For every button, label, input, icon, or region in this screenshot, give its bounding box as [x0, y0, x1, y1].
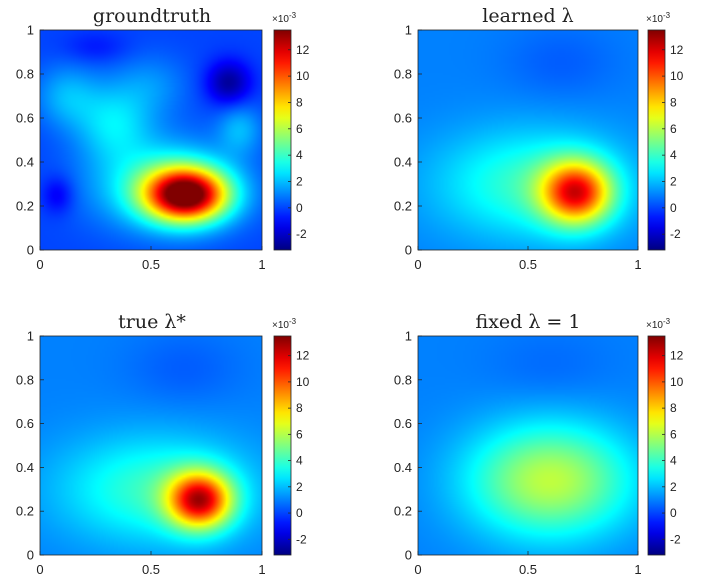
x-tick-label: 0.5 [142, 257, 160, 272]
x-tick-label: 0.5 [519, 562, 537, 577]
colorbar-tick-label: 12 [296, 43, 310, 57]
y-tick-label: 0.2 [394, 504, 412, 519]
x-tick-label: 1 [258, 257, 265, 272]
heatmap-image [40, 336, 262, 555]
y-tick-label: 1 [27, 23, 34, 38]
colorbar-tick-label: 2 [670, 480, 677, 494]
y-tick-label: 0.8 [16, 67, 34, 82]
colorbar [647, 335, 666, 556]
panel-title: true λ* [118, 311, 186, 333]
colorbar-tick-label: 0 [296, 506, 303, 520]
colorbar-tick-label: 12 [670, 349, 684, 363]
colorbar [273, 29, 292, 251]
heatmap-image [40, 30, 262, 250]
colorbar-tick-label: 8 [670, 401, 677, 415]
y-tick-label: 0.4 [16, 155, 34, 170]
colorbar-tick-label: 0 [670, 506, 677, 520]
y-tick-label: 1 [405, 329, 412, 344]
colorbar-tick-label: 10 [670, 69, 684, 83]
colorbar-tick-label: 4 [296, 454, 303, 468]
x-tick-label: 1 [634, 562, 641, 577]
y-tick-label: 0.6 [394, 111, 412, 126]
colorbar-tick-label: -2 [296, 227, 307, 241]
colorbar-tick-label: 0 [296, 201, 303, 215]
panel-title: groundtruth [93, 5, 211, 27]
colorbar-tick-label: 10 [670, 375, 684, 389]
colorbar-scale-label: ×10-3 [646, 317, 671, 331]
panel-title: fixed λ = 1 [476, 311, 581, 333]
colorbar-scale-label: ×10-3 [646, 11, 671, 25]
colorbar-tick-label: 12 [296, 349, 310, 363]
x-tick-label: 0 [36, 257, 43, 272]
heatmap-image [418, 336, 638, 555]
y-tick-label: 0.2 [394, 199, 412, 214]
y-tick-label: 0.4 [394, 155, 412, 170]
colorbar-tick-label: 8 [670, 95, 677, 109]
colorbar-tick-label: 12 [670, 43, 684, 57]
colorbar-tick-label: 2 [670, 174, 677, 188]
colorbar-tick-label: -2 [296, 532, 307, 546]
colorbar-tick-label: 6 [670, 427, 677, 441]
x-tick-label: 0.5 [519, 257, 537, 272]
x-tick-label: 0 [414, 562, 421, 577]
y-tick-label: 0.6 [16, 111, 34, 126]
x-tick-label: 1 [258, 562, 265, 577]
colorbar-tick-label: -2 [670, 532, 681, 546]
panel-3: true λ*0 0.5 100.20.40.60.81-2024681012×10… [16, 311, 310, 577]
heatmap-image [418, 30, 638, 250]
colorbar-tick-label: 6 [296, 122, 303, 136]
colorbar-tick-label: 0 [670, 201, 677, 215]
colorbar-scale-label: ×10-3 [272, 11, 297, 25]
colorbar-tick-label: 2 [296, 480, 303, 494]
y-tick-label: 0.2 [16, 504, 34, 519]
panel-4: fixed λ = 10 0.5 100.20.40.60.81-202468101… [394, 311, 684, 577]
colorbar-tick-label: 8 [296, 95, 303, 109]
y-tick-label: 0 [27, 548, 34, 563]
colorbar [273, 335, 292, 556]
colorbar-tick-label: 4 [296, 148, 303, 162]
x-tick-label: 0.5 [142, 562, 160, 577]
y-tick-label: 0.6 [394, 416, 412, 431]
colorbar-tick-label: 2 [296, 174, 303, 188]
colorbar-tick-label: -2 [670, 227, 681, 241]
y-tick-label: 0 [405, 243, 412, 258]
colorbar-tick-label: 4 [670, 148, 677, 162]
y-tick-label: 0.8 [394, 372, 412, 387]
colorbar-scale-label: ×10-3 [272, 317, 297, 331]
x-tick-label: 0 [414, 257, 421, 272]
panel-2: learned λ0 0.5 100.20.40.60.81-2024681012×… [394, 5, 684, 272]
x-tick-label: 0 [36, 562, 43, 577]
colorbar-tick-label: 10 [296, 69, 310, 83]
colorbar-tick-label: 6 [296, 427, 303, 441]
colorbar-tick-label: 10 [296, 375, 310, 389]
colorbar-tick-label: 6 [670, 122, 677, 136]
y-tick-label: 0.4 [394, 460, 412, 475]
colorbar-tick-label: 8 [296, 401, 303, 415]
y-tick-label: 0.2 [16, 199, 34, 214]
colorbar [647, 29, 666, 251]
colorbar-tick-label: 4 [670, 454, 677, 468]
y-tick-label: 0.6 [16, 416, 34, 431]
y-tick-label: 0.8 [394, 67, 412, 82]
x-tick-label: 1 [634, 257, 641, 272]
y-tick-label: 1 [27, 329, 34, 344]
panel-title: learned λ [482, 5, 573, 27]
y-tick-label: 0 [405, 548, 412, 563]
y-tick-label: 0.8 [16, 372, 34, 387]
y-tick-label: 0 [27, 243, 34, 258]
y-tick-label: 0.4 [16, 460, 34, 475]
y-tick-label: 1 [405, 23, 412, 38]
